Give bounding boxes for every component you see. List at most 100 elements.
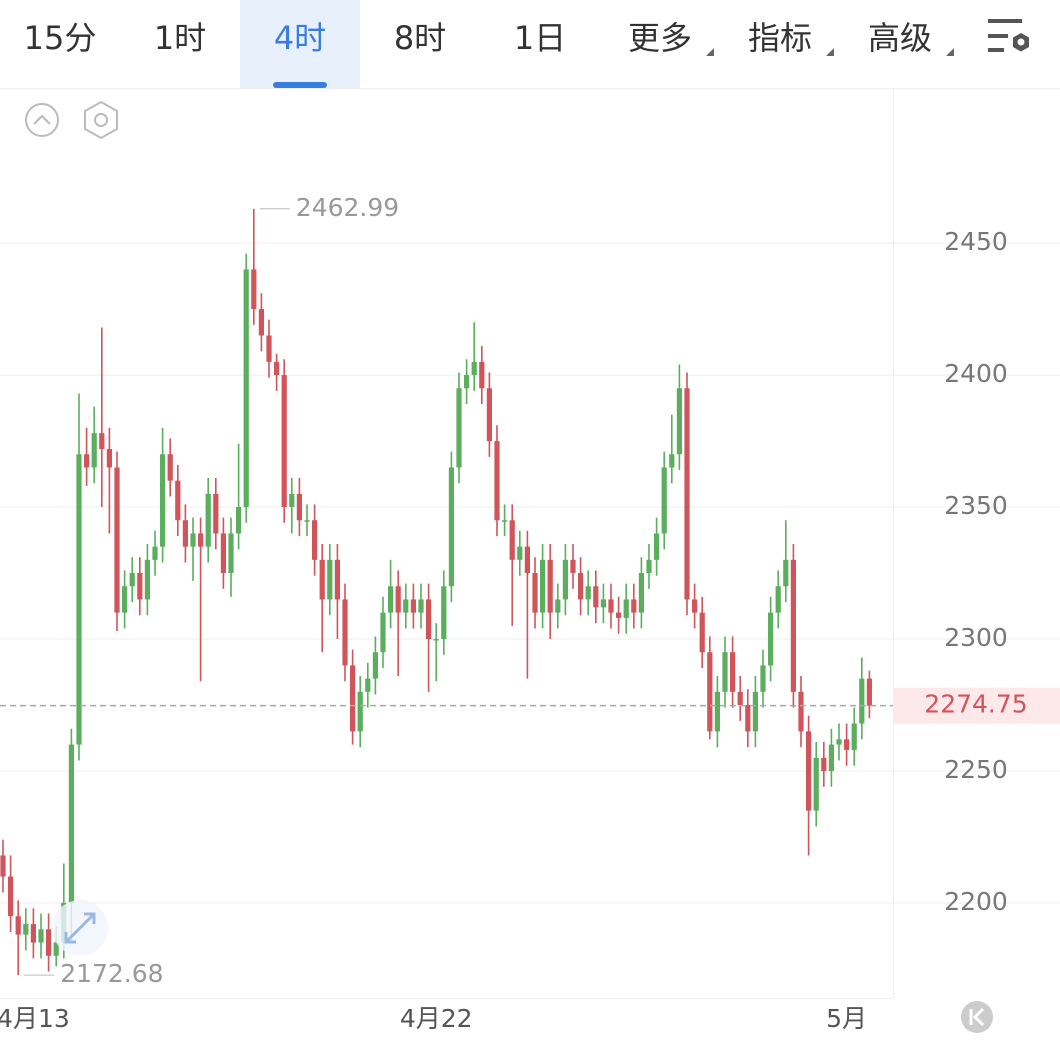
candle-body [479, 361, 485, 389]
candle-body [722, 652, 728, 692]
candle-body [730, 652, 736, 692]
candle-body [790, 559, 796, 692]
candle-body [859, 678, 865, 724]
candle-body [30, 924, 36, 943]
max-label: 2462.99 [296, 193, 399, 222]
candle-body [205, 493, 211, 547]
candle-body [768, 612, 774, 666]
candle-body [281, 375, 287, 508]
active-tab-indicator [273, 82, 327, 88]
tab-label[interactable]: 1时 [154, 19, 206, 57]
candle-body [403, 599, 409, 613]
candle-body [745, 705, 751, 732]
candle-body [692, 599, 698, 613]
candle-body [350, 665, 356, 732]
candle-body [388, 586, 394, 613]
candle-body [129, 573, 135, 587]
candle-body [426, 599, 432, 640]
candle-body [220, 533, 226, 574]
candle-body [114, 467, 120, 613]
candle-body [0, 855, 6, 877]
candle-body [570, 559, 576, 574]
toolbar [0, 0, 1060, 88]
tab-label[interactable]: 1日 [514, 19, 566, 57]
candle-body [357, 691, 363, 732]
tab-label[interactable]: 15分 [24, 19, 97, 57]
last-price-box [894, 687, 1060, 724]
candle-body [654, 533, 660, 560]
candle-body [289, 493, 295, 508]
candle-body [836, 739, 842, 745]
active-tab-bg [240, 0, 360, 88]
tab-label[interactable]: 更多 [628, 19, 692, 57]
hex-settings-icon[interactable] [84, 100, 118, 140]
candle-body [418, 599, 424, 613]
dropdown-caret [706, 48, 714, 56]
dropdown-caret [826, 48, 834, 56]
candle-body [99, 433, 105, 449]
candle-body [813, 757, 819, 811]
candle-body [46, 929, 52, 956]
candle-body [8, 876, 14, 917]
candle-body [562, 559, 568, 600]
candle-body [182, 520, 188, 547]
candle-body [213, 493, 219, 534]
tab-label[interactable]: 高级 [868, 19, 932, 57]
candle-body [312, 520, 318, 560]
candle-body [509, 520, 515, 560]
candle-body [464, 375, 470, 389]
candle-body [798, 691, 804, 732]
settings-icon[interactable] [988, 19, 1029, 52]
candle-body [228, 533, 234, 574]
tab-label[interactable]: 4时 [274, 19, 326, 57]
tab-label[interactable]: 指标 [748, 19, 812, 57]
candle-body [631, 599, 637, 613]
candle-body [365, 678, 371, 692]
y-tick-label: 2450 [944, 227, 1008, 256]
candle-body [433, 639, 439, 641]
candle-body [699, 612, 705, 653]
candle-body [737, 691, 743, 706]
candle-body [327, 559, 333, 600]
expand-icon[interactable] [52, 900, 108, 956]
min-label: 2172.68 [60, 959, 163, 988]
candle-body [806, 731, 812, 811]
candle-body [342, 599, 348, 666]
candle-body [15, 916, 21, 935]
scroll-to-latest[interactable] [961, 1001, 993, 1033]
candle-body [555, 599, 561, 613]
candle-body [676, 388, 682, 455]
candle-body [137, 573, 143, 600]
candle-body [106, 448, 112, 468]
candle-body [669, 454, 675, 468]
candle-body [638, 573, 644, 613]
candle-body [441, 586, 447, 640]
candle-body [783, 559, 789, 587]
candle-body [144, 559, 150, 600]
candle-body [160, 454, 166, 547]
candle-body [585, 586, 591, 600]
candle-body [866, 678, 872, 706]
candle-body [53, 942, 59, 956]
y-tick-label: 2250 [944, 755, 1008, 784]
candle-body [471, 361, 477, 376]
candle-body [851, 723, 857, 750]
last-price-label: 2274.75 [924, 690, 1027, 719]
y-tick-label: 2200 [944, 887, 1008, 916]
x-tick-label: 4月22 [400, 1004, 473, 1033]
candle-body [821, 757, 827, 771]
candle-body [243, 269, 249, 508]
tab-label[interactable]: 8时 [394, 19, 446, 57]
candle-body [608, 599, 614, 613]
candle-body [661, 467, 667, 534]
candle-body [593, 586, 599, 608]
candle-body [122, 586, 128, 613]
candle-body [236, 507, 242, 534]
candle-body [296, 493, 302, 521]
candle-body [828, 744, 834, 771]
collapse-icon[interactable] [25, 103, 59, 137]
candle-body [775, 586, 781, 613]
candle-body [68, 744, 74, 903]
candle-body [540, 559, 546, 613]
